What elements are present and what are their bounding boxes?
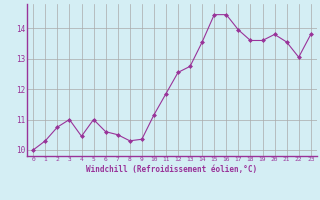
X-axis label: Windchill (Refroidissement éolien,°C): Windchill (Refroidissement éolien,°C) <box>86 165 258 174</box>
